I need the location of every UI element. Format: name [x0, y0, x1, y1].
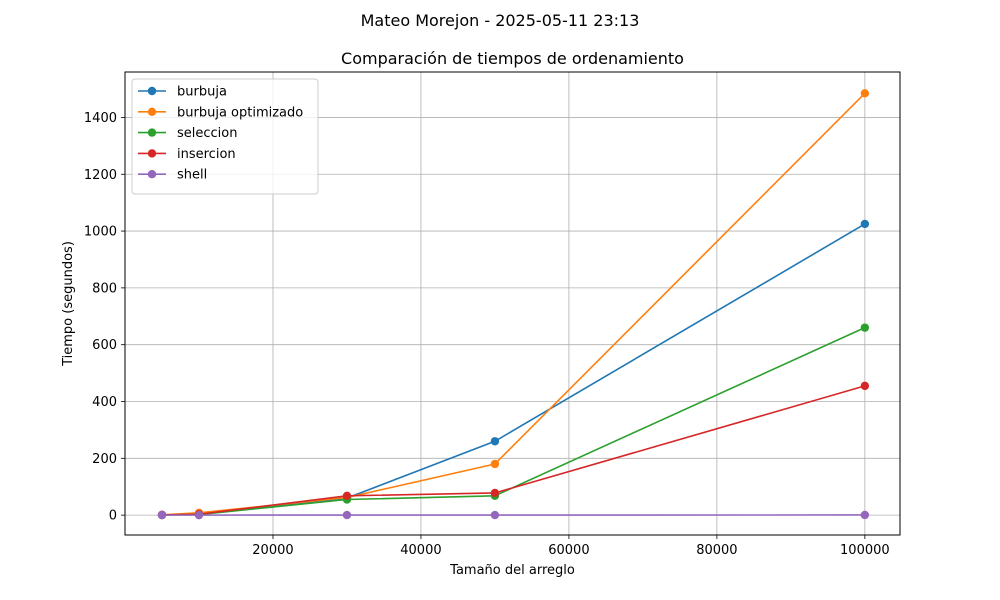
series-line: [161, 223, 866, 516]
x-tick-label: 20000: [252, 543, 293, 558]
x-tick-label: 80000: [696, 543, 737, 558]
x-tick-label: 40000: [400, 543, 441, 558]
data-point: [490, 437, 500, 446]
legend-item: seleccion: [138, 126, 237, 141]
legend-label: burbuja: [177, 85, 227, 100]
legend-marker: [147, 170, 157, 179]
legend-marker: [147, 149, 157, 158]
data-point: [490, 459, 500, 469]
y-tick-label: 1400: [84, 111, 117, 126]
y-axis-label: Tiempo (segundos): [61, 241, 76, 367]
legend-label: seleccion: [177, 126, 237, 141]
data-point: [860, 381, 870, 391]
series-insercion: [157, 381, 870, 520]
legend-item: burbuja optimizado: [138, 105, 303, 120]
y-tick-label: 800: [92, 281, 117, 296]
series-group: [157, 89, 870, 520]
y-tick-label: 1200: [84, 168, 117, 183]
data-point: [194, 510, 204, 520]
data-point: [342, 491, 352, 501]
legend-item: insercion: [138, 147, 236, 162]
x-axis-label: Tamaño del arreglo: [449, 563, 575, 578]
legend-label: shell: [177, 168, 207, 183]
x-tick-label: 60000: [548, 543, 589, 558]
series-shell: [157, 510, 870, 520]
legend: burbuja burbuja optimizado seleccion inserc…: [131, 78, 319, 195]
y-tick-label: 400: [92, 395, 117, 410]
data-point: [860, 510, 870, 520]
chart-title: Comparación de tiempos de ordenamiento: [341, 49, 684, 68]
series-burbuja: [157, 219, 870, 520]
series-line: [161, 385, 866, 516]
data-point: [490, 510, 500, 520]
legend-item: shell: [138, 168, 207, 183]
legend-label: insercion: [177, 147, 236, 162]
legend-box: [131, 78, 319, 195]
data-point: [860, 323, 870, 332]
data-point: [860, 89, 870, 98]
y-tick-label: 200: [92, 452, 117, 467]
y-tick-label: 600: [92, 338, 117, 353]
legend-marker: [147, 107, 157, 117]
figure-suptitle: Mateo Morejon - 2025-05-11 23:13: [361, 11, 640, 30]
legend-marker: [147, 128, 157, 137]
y-tick-label: 1000: [84, 225, 117, 240]
x-tick-label: 100000: [840, 543, 890, 558]
legend-item: burbuja: [138, 85, 227, 100]
y-tick-label: 0: [109, 509, 117, 524]
data-point: [860, 219, 870, 229]
legend-label: burbuja optimizado: [177, 105, 303, 120]
data-point: [490, 488, 500, 498]
plot-frame: [124, 71, 901, 536]
axis-ticks: 20000 40000 60000 80000 100000 0 200 400 600 800 1…: [84, 111, 890, 558]
data-point: [157, 510, 167, 520]
data-point: [342, 510, 352, 520]
series-seleccion: [157, 323, 870, 520]
legend-marker: [147, 86, 157, 96]
